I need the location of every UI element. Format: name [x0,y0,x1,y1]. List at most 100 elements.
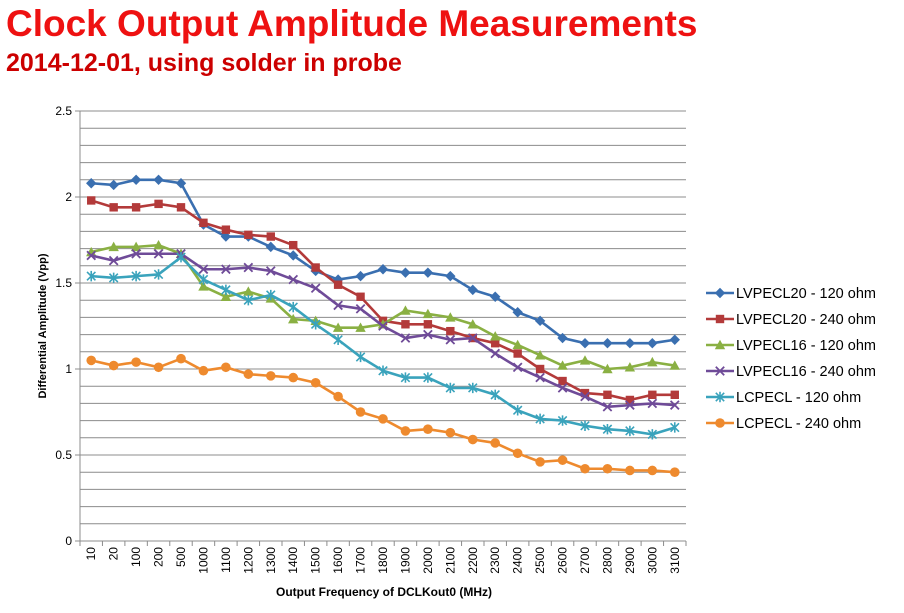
y-axis: 0 0.5 1 1.5 2 2.5 [55,104,80,548]
data-point [176,203,186,212]
data-point [243,286,254,296]
data-point [512,339,523,350]
legend-item: LCPECL - 120 ohm [706,390,861,406]
y-tick-label: 2 [65,190,72,204]
data-point [445,382,456,394]
data-point [130,241,142,252]
y-tick-label: 1 [65,362,72,376]
data-point [310,319,321,330]
data-point [491,339,500,348]
data-point [198,264,209,275]
data-point [221,284,231,296]
x-tick-label: 3100 [668,547,682,574]
data-point [535,364,545,374]
data-point [669,400,680,410]
series-line [90,243,675,371]
series-3 [86,239,680,374]
data-point [377,264,389,275]
x-tick-label: 2800 [600,547,614,574]
data-point [153,239,164,250]
data-point [467,319,478,329]
data-point [109,203,118,212]
data-point [580,420,590,431]
data-point [602,424,613,435]
data-point [512,405,523,416]
data-point [221,225,231,234]
data-point [648,390,657,399]
data-point [400,426,411,436]
data-point [243,295,254,306]
data-point [266,289,276,301]
legend-label: LCPECL - 240 ohm [736,416,861,432]
data-point [355,270,366,282]
data-point [355,407,366,417]
legend-marker [714,287,726,299]
data-point [87,196,96,205]
data-point [512,307,523,318]
data-point [490,331,501,341]
data-point [534,350,546,360]
data-point [86,270,96,282]
data-point [446,326,455,336]
legend-label: LCPECL - 120 ohm [736,390,861,406]
data-point [86,178,97,189]
data-point [108,272,119,284]
x-tick-label: 2100 [443,547,457,574]
data-point [310,377,321,388]
data-point [602,463,613,474]
data-point [175,178,187,189]
data-point [512,448,523,459]
series-6 [86,353,680,478]
data-point [220,231,232,242]
legend-marker [715,418,725,428]
data-point [355,351,366,363]
data-point [467,284,478,296]
data-point [445,334,456,345]
y-axis-label: Differential Amplitude (Vpp) [37,253,49,398]
data-point [423,320,433,329]
data-point [580,388,590,398]
x-tick-label: 1800 [376,547,390,574]
x-tick-label: 1100 [219,547,233,573]
x-tick-label: 1500 [309,547,323,574]
data-point [490,438,501,448]
x-tick-label: 500 [174,547,188,567]
series-line [90,252,675,409]
x-tick-label: 2300 [488,547,502,574]
data-point [647,356,658,367]
data-point [244,230,253,240]
data-point [265,241,276,253]
data-point [310,283,321,293]
data-point [467,434,478,445]
data-point [579,355,591,365]
data-point [265,371,276,381]
data-point [625,465,635,476]
x-axis-label: Output Frequency of DCLKout0 (MHz) [276,585,492,599]
data-point [647,429,658,440]
data-point [198,274,209,285]
data-point [557,332,568,344]
x-tick-label: 2900 [623,547,637,574]
chart-legend: LVPECL20 - 120 ohm LVPECL20 - 240 ohm LVPE… [706,286,876,432]
data-point [400,267,411,278]
data-point [333,280,343,289]
data-point [670,390,679,399]
x-tick-label: 1600 [331,547,345,574]
data-point [243,369,254,379]
data-point [557,383,568,393]
data-point [625,400,635,410]
data-point [108,360,119,371]
y-tick-label: 1.5 [55,276,72,290]
data-point [288,313,299,324]
data-point [669,467,680,478]
chart-series [86,174,680,478]
data-point [580,391,590,402]
data-point [624,362,636,372]
data-point [176,252,186,263]
data-point [647,338,658,349]
x-tick-label: 100 [129,547,143,567]
legend-marker [714,339,726,350]
data-point [422,267,434,278]
legend-label: LVPECL20 - 120 ohm [736,286,876,302]
data-point [355,322,366,332]
